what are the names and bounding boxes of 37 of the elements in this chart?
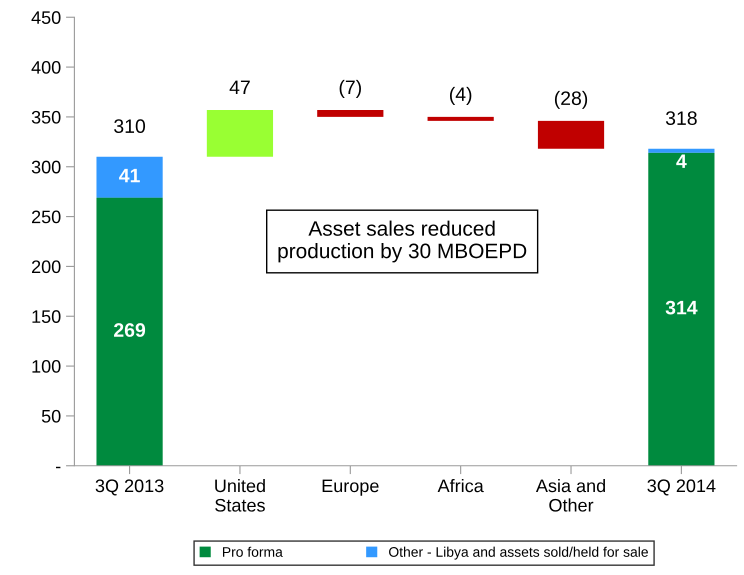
bar [317, 110, 384, 117]
y-tick-label: 100 [32, 360, 60, 373]
bar [96, 156, 163, 198]
y-tick-label: 350 [32, 110, 60, 124]
y-tick-label: 150 [32, 310, 60, 323]
legend-label: Other - Libya and assets sold/held for sale [389, 546, 648, 560]
x-tick-label: 3Q 2013 [96, 479, 164, 496]
data-label: (7) [340, 80, 361, 98]
y-tick-label: 400 [32, 61, 60, 74]
data-label: 4 [676, 154, 687, 168]
x-tick-label: Africa [438, 478, 484, 492]
bar [648, 152, 714, 466]
data-label: 41 [119, 168, 140, 182]
total-label: 310 [114, 119, 146, 134]
bar [206, 110, 274, 157]
x-tick-label: 3Q 2014 [647, 479, 716, 496]
data-label: (28) [554, 90, 588, 109]
data-label: (4) [450, 86, 472, 105]
x-tick-label: Europe [322, 480, 379, 496]
legend-label: Pro forma [222, 546, 283, 557]
y-tick-label: 450 [32, 11, 60, 24]
y-tick-label: 250 [32, 210, 60, 224]
y-tick-label: 300 [32, 160, 60, 174]
bar [538, 120, 604, 149]
bar [648, 148, 714, 153]
total-label: 318 [666, 111, 697, 126]
data-label: 314 [666, 300, 698, 315]
bar [428, 116, 494, 121]
data-label: 47 [230, 80, 250, 94]
bar [96, 198, 163, 466]
y-tick-label: 50 [42, 410, 60, 423]
y-tick-label: 200 [32, 260, 60, 274]
data-label: 269 [114, 323, 146, 337]
x-tick-label: United States [215, 478, 265, 512]
x-tick-label: Asia and Other [536, 478, 605, 512]
y-tick-label: - [56, 466, 60, 468]
annotation: Asset sales reduced production by 30 MBOEPD [278, 220, 526, 262]
